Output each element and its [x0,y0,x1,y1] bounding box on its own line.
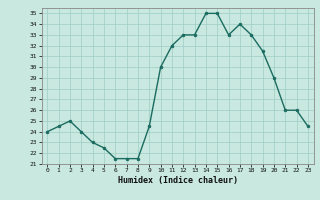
X-axis label: Humidex (Indice chaleur): Humidex (Indice chaleur) [118,176,237,185]
